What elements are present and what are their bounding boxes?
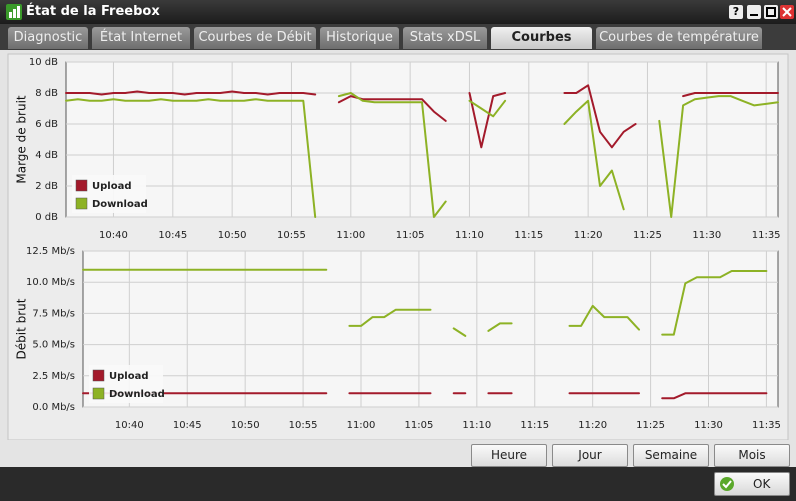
x-tick-label: 11:30 bbox=[694, 420, 723, 431]
y-axis-title: Débit brut bbox=[15, 298, 29, 359]
y-tick-label: 10.0 Mb/s bbox=[26, 277, 75, 288]
x-tick-label: 11:10 bbox=[462, 420, 491, 431]
x-tick-label: 10:50 bbox=[231, 420, 260, 431]
close-button[interactable] bbox=[780, 5, 794, 19]
series-line bbox=[65, 92, 779, 218]
y-tick-label: 12.5 Mb/s bbox=[26, 246, 75, 257]
ok-label: OK bbox=[753, 477, 771, 491]
x-tick-label: 11:05 bbox=[396, 230, 425, 241]
legend-label: Upload bbox=[109, 371, 148, 382]
x-tick-label: 11:00 bbox=[336, 230, 365, 241]
x-tick-label: 10:45 bbox=[173, 420, 202, 431]
x-tick-label: 11:05 bbox=[405, 420, 434, 431]
tab[interactable]: Historique bbox=[320, 27, 399, 49]
legend-swatch bbox=[75, 197, 88, 210]
period-button[interactable]: Mois bbox=[714, 444, 790, 467]
legend-swatch bbox=[75, 179, 88, 192]
y-tick-label: 5.0 Mb/s bbox=[32, 340, 75, 351]
x-tick-label: 11:35 bbox=[752, 230, 781, 241]
x-tick-label: 11:00 bbox=[347, 420, 376, 431]
maximize-button[interactable] bbox=[764, 5, 778, 19]
period-button[interactable]: Heure bbox=[471, 444, 547, 467]
y-tick-label: 0.0 Mb/s bbox=[32, 402, 75, 413]
x-tick-label: 10:45 bbox=[158, 230, 187, 241]
y-axis-title: Marge de bruit bbox=[15, 95, 29, 184]
charts: 0 dB 2 dB 4 dB 6 dB 8 dB 10 dB 10:40 10:45 10:50… bbox=[7, 53, 789, 441]
title-bar: État de la Freebox ? bbox=[0, 0, 796, 24]
y-tick-label: 2 dB bbox=[35, 181, 58, 192]
x-tick-label: 11:30 bbox=[692, 230, 721, 241]
period-button[interactable]: Semaine bbox=[633, 444, 709, 467]
x-tick-label: 11:15 bbox=[514, 230, 543, 241]
tab[interactable]: Courbes xDSL bbox=[491, 27, 592, 67]
x-tick-label: 11:25 bbox=[633, 230, 662, 241]
x-tick-label: 10:50 bbox=[218, 230, 247, 241]
period-button[interactable]: Jour bbox=[552, 444, 628, 467]
y-tick-label: 4 dB bbox=[35, 150, 58, 161]
tab[interactable]: Stats xDSL bbox=[403, 27, 487, 49]
tab[interactable]: Courbes de Débit bbox=[194, 27, 316, 49]
series-line bbox=[82, 268, 768, 337]
x-tick-label: 11:35 bbox=[752, 420, 781, 431]
legend-label: Upload bbox=[92, 181, 131, 192]
x-tick-label: 10:55 bbox=[277, 230, 306, 241]
ok-button[interactable]: OK bbox=[714, 472, 790, 496]
tab[interactable]: État Internet bbox=[92, 27, 190, 49]
tab[interactable]: Courbes de température bbox=[596, 27, 762, 49]
y-tick-label: 0 dB bbox=[35, 212, 58, 223]
app-icon bbox=[6, 4, 22, 20]
x-tick-label: 11:20 bbox=[574, 230, 603, 241]
y-tick-label: 6 dB bbox=[35, 119, 58, 130]
content: 0 dB 2 dB 4 dB 6 dB 8 dB 10 dB 10:40 10:45 10:50… bbox=[0, 50, 796, 467]
x-tick-label: 11:20 bbox=[578, 420, 607, 431]
x-tick-label: 10:40 bbox=[115, 420, 144, 431]
y-tick-label: 10 dB bbox=[29, 57, 58, 68]
legend-label: Download bbox=[109, 389, 165, 400]
ok-icon bbox=[720, 477, 734, 491]
y-tick-label: 2.5 Mb/s bbox=[32, 371, 75, 382]
window-title: État de la Freebox bbox=[26, 4, 160, 19]
x-tick-label: 10:40 bbox=[99, 230, 128, 241]
x-tick-label: 11:15 bbox=[520, 420, 549, 431]
help-button[interactable]: ? bbox=[729, 5, 743, 19]
plot-area bbox=[65, 61, 779, 218]
tab-bar: Diagnostic État Internet Courbes de Débit H… bbox=[0, 24, 796, 67]
x-tick-label: 10:55 bbox=[289, 420, 318, 431]
series-line bbox=[82, 392, 768, 400]
legend-swatch bbox=[92, 387, 105, 400]
y-tick-label: 8 dB bbox=[35, 88, 58, 99]
x-tick-label: 11:10 bbox=[455, 230, 484, 241]
minimize-button[interactable] bbox=[747, 5, 761, 19]
legend-label: Download bbox=[92, 199, 148, 210]
x-tick-label: 11:25 bbox=[636, 420, 665, 431]
series-line bbox=[65, 84, 779, 149]
y-tick-label: 7.5 Mb/s bbox=[32, 308, 75, 319]
legend-swatch bbox=[92, 369, 105, 382]
tab[interactable]: Diagnostic bbox=[8, 27, 88, 49]
